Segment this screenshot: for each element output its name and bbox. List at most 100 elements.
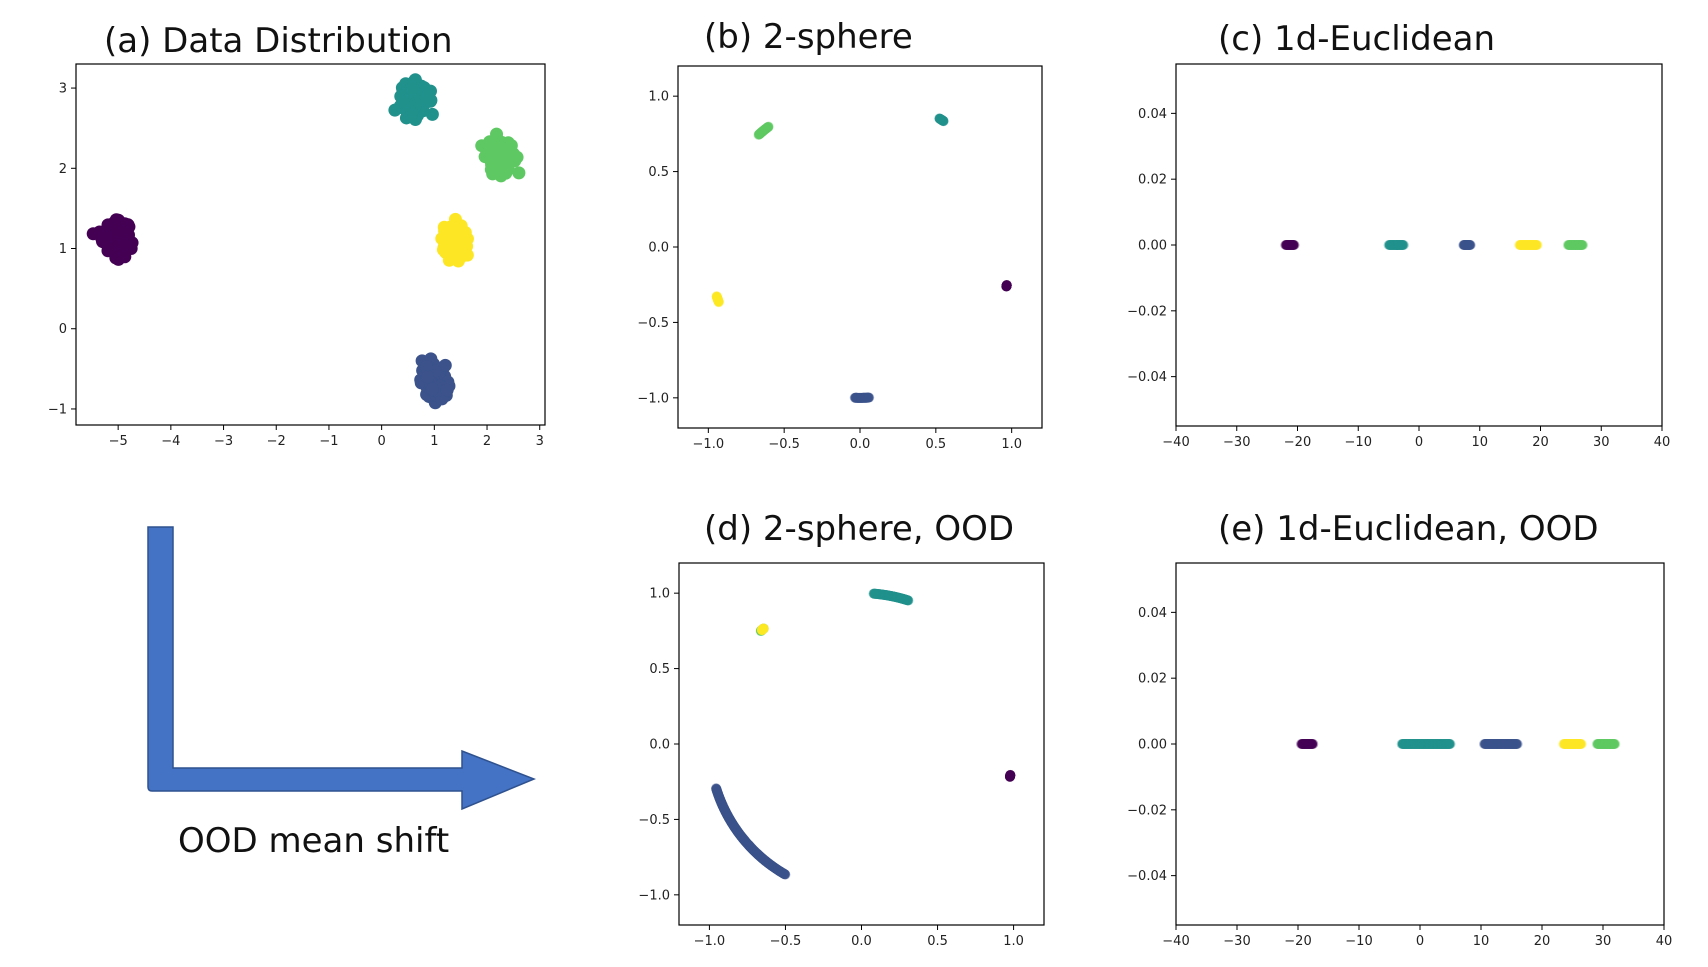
panel-b-ticks: −1.0 −0.5 0.0 0.5 1.0 −1.0 −0.5 0.0 0.5 1.0 <box>637 90 1022 452</box>
panel-c-series-cluster-3 <box>1562 240 1589 250</box>
panel-a-xtick-label: −1 <box>319 434 338 449</box>
panel-b-point <box>754 129 765 140</box>
panel-e-xtick-label: −30 <box>1223 934 1250 949</box>
panel-c-point <box>1578 240 1589 250</box>
panel-d-series-cluster-2 <box>868 588 914 606</box>
panel-d-xtick-label: 0.5 <box>927 934 948 949</box>
panel-a-point <box>503 152 517 166</box>
panel-c-point <box>1397 240 1408 250</box>
panel-b-ytick-label: 0.0 <box>648 241 669 256</box>
panel-b-xtick-label: 1.0 <box>1001 437 1022 452</box>
panel-c-ytick-label: 0.04 <box>1138 107 1167 122</box>
panel-c-ytick-label: 0.02 <box>1138 173 1167 188</box>
panel-a-series-cluster-3 <box>475 127 526 183</box>
panel-a-point <box>117 238 131 252</box>
panel-d-ticks: −1.0 −0.5 0.0 0.5 1.0 −1.0 −0.5 0.0 0.5 1.0 <box>638 587 1024 949</box>
panel-c-point <box>1531 240 1542 250</box>
panel-c-point <box>1398 240 1409 250</box>
panel-d-xtick-label: 0.0 <box>851 934 872 949</box>
panel-c-xtick-label: −40 <box>1162 435 1189 450</box>
panel-e-point <box>1512 739 1523 749</box>
l-arrow-shape <box>147 526 537 811</box>
panel-e-xtick-label: −20 <box>1284 934 1311 949</box>
panel-a-point <box>102 242 116 256</box>
panel-c-frame <box>1175 63 1663 427</box>
panel-b-point <box>713 297 724 308</box>
panel-d-point <box>1005 770 1016 781</box>
panel-c-ticks: −40 −30 −20 −10 0 10 20 30 40 −0.04 −0.02 0.00 0.02 0… <box>1127 107 1670 450</box>
panel-d: (d) 2-sphere, OOD −1.0 −0.5 0.0 0.5 1.0−1.0−… <box>638 509 1045 949</box>
panel-b-point <box>934 113 945 124</box>
panel-d-marks <box>711 588 1016 880</box>
panel-e-point <box>1445 739 1456 749</box>
panel-b-point <box>863 392 874 403</box>
panel-a-xtick-label: 2 <box>483 434 491 449</box>
panel-e-frame <box>1175 562 1665 926</box>
panel-b-point <box>864 392 875 403</box>
panel-b-point <box>1001 280 1012 291</box>
panel-a-series-cluster-1 <box>414 352 456 410</box>
panel-c-point <box>1465 240 1476 250</box>
panel-e-ticks: −40 −30 −20 −10 0 10 20 30 40 −0.04 −0.02 0.00 0.02 0… <box>1127 606 1672 949</box>
panel-a-point <box>98 230 112 244</box>
panel-d-ytick-label: −1.0 <box>638 888 670 903</box>
panel-d-series-cluster-1 <box>711 783 791 880</box>
panel-a-ytick-label: 1 <box>59 242 67 257</box>
panel-a-point <box>490 127 504 141</box>
panel-b-ytick-label: 0.5 <box>648 165 669 180</box>
panel-a-point <box>493 160 507 174</box>
panel-d-point <box>779 869 790 880</box>
panel-a-series-cluster-0 <box>86 213 139 266</box>
panel-c-marks <box>1280 240 1589 250</box>
panel-a-ytick-label: −1 <box>48 402 67 417</box>
panel-e-marks <box>1296 739 1621 749</box>
panel-c-series-cluster-0 <box>1280 240 1300 250</box>
panel-e-point <box>1511 739 1522 749</box>
panel-d-title: (d) 2-sphere, OOD <box>704 509 1014 549</box>
panel-a-point <box>440 383 454 397</box>
ood-arrow: OOD mean shift <box>147 526 537 861</box>
panel-a-xtick-label: −4 <box>161 434 180 449</box>
panel-e-series-cluster-0 <box>1296 739 1319 749</box>
panel-a-point <box>112 224 126 238</box>
panel-a-xtick-label: 0 <box>377 434 385 449</box>
panel-a-point <box>512 166 526 180</box>
panel-c-xtick-label: −10 <box>1345 435 1372 450</box>
panel-a-ticks: −5 −4 −3 −2 −1 0 1 2 3 −1 0 1 2 3 <box>48 82 544 449</box>
panel-a-frame <box>75 63 546 426</box>
panel-c-xtick-label: −20 <box>1284 435 1311 450</box>
panel-c-xtick-label: 10 <box>1471 435 1488 450</box>
panel-e-point <box>1444 739 1455 749</box>
panel-c-ytick-label: −0.02 <box>1127 304 1167 319</box>
panel-d-ytick-label: 1.0 <box>649 587 670 602</box>
panel-c-ytick-label: −0.04 <box>1127 370 1167 385</box>
panel-d-ytick-label: −0.5 <box>638 813 670 828</box>
panel-e-xtick-label: 10 <box>1473 934 1490 949</box>
panel-c-point <box>1532 240 1543 250</box>
panel-b-point <box>713 296 724 307</box>
panel-b-point <box>1001 280 1012 291</box>
panel-e-point <box>1610 739 1621 749</box>
panel-c-ytick-label: 0.00 <box>1138 239 1167 254</box>
panel-c-xtick-label: 20 <box>1532 435 1549 450</box>
panel-c-point <box>1288 240 1299 250</box>
panel-d-point <box>868 588 879 599</box>
panel-c-point <box>1464 240 1475 250</box>
panel-e-xtick-label: 0 <box>1416 934 1424 949</box>
panel-b-series-cluster-2 <box>934 113 949 127</box>
panel-b-xtick-label: 0.5 <box>925 437 946 452</box>
panel-c-series-cluster-1 <box>1458 240 1476 250</box>
panel-a: (a) Data Distribution −5 −4 −3 −2 −1 0 1 2 3 −1 0 1… <box>48 21 546 449</box>
panel-e-point <box>1308 739 1319 749</box>
panel-b-xtick-label: −1.0 <box>693 437 725 452</box>
panel-b: (b) 2-sphere −1.0 −0.5 0.0 0.5 1.0 −1.0 −0.5 0.… <box>637 17 1043 452</box>
panel-a-xtick-label: 1 <box>430 434 438 449</box>
panel-d-point <box>869 588 880 599</box>
panel-d-frame <box>678 562 1045 926</box>
panel-e-xtick-label: −10 <box>1345 934 1372 949</box>
panel-a-title: (a) Data Distribution <box>104 21 453 61</box>
panel-b-series-cluster-3 <box>753 121 774 140</box>
panel-b-ytick-label: −0.5 <box>637 316 669 331</box>
panel-e-point <box>1576 739 1587 749</box>
panel-b-ytick-label: 1.0 <box>648 90 669 105</box>
